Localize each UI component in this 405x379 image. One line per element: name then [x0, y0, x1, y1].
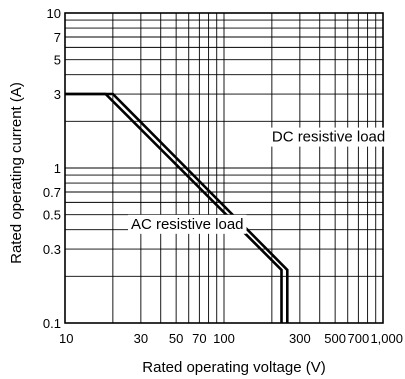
y-tick-label: 3 — [54, 87, 61, 102]
y-tick-label: 1 — [54, 161, 61, 176]
y-tick-label: 0.5 — [43, 208, 61, 223]
y-tick-label: 7 — [54, 30, 61, 45]
y-tick-label: 5 — [54, 53, 61, 68]
x-tick-label: 500 — [324, 331, 346, 346]
y-tick-label: 0.3 — [43, 242, 61, 257]
series-line-ac-resistive-load — [65, 92, 283, 323]
x-tick-label: 300 — [289, 331, 311, 346]
annotation: AC resistive load — [127, 214, 247, 234]
y-tick-label: 0.1 — [43, 316, 61, 331]
series-lines — [65, 92, 289, 323]
grid — [65, 13, 383, 323]
x-axis-label: Rated operating voltage (V) — [142, 359, 325, 376]
annotation-label: DC resistive load — [272, 129, 385, 146]
x-tick-label: 700 — [348, 331, 370, 346]
x-tick-label: 100 — [213, 331, 235, 346]
x-tick-label: 70 — [192, 331, 206, 346]
tick-labels: 10 30 50 70 100 300 500 700 1,000 0.1 0.3 0.5 0.7 1 3 5… — [43, 6, 403, 346]
plot-frame — [64, 12, 384, 324]
annotation-label: AC resistive load — [131, 216, 244, 233]
annotations: DC resistive load AC resistive load — [127, 127, 389, 234]
x-tick-label: 10 — [59, 331, 73, 346]
y-axis-label: Rated operating current (A) — [8, 82, 25, 264]
x-tick-label: 1,000 — [370, 331, 403, 346]
annotation-background — [268, 127, 389, 147]
x-tick-label: 30 — [134, 331, 148, 346]
annotation: DC resistive load — [268, 127, 389, 147]
y-tick-label: 0.7 — [43, 185, 61, 200]
x-tick-label: 50 — [169, 331, 183, 346]
y-tick-label: 10 — [47, 6, 61, 21]
annotation-background — [127, 214, 247, 234]
